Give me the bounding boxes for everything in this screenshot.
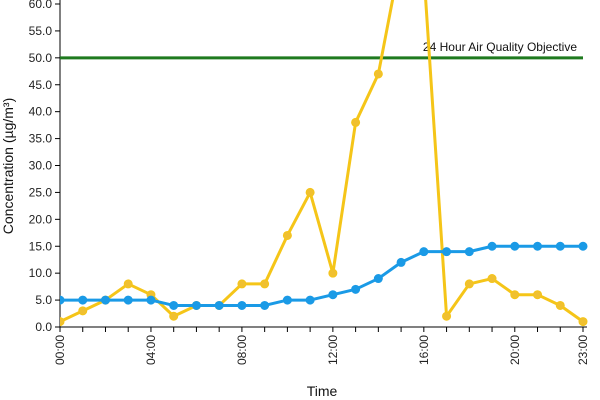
reference-line-label: 24 Hour Air Quality Objective — [423, 40, 577, 54]
data-point — [305, 295, 315, 305]
data-point — [305, 187, 315, 197]
data-point — [578, 317, 588, 327]
reference-lines: 24 Hour Air Quality Objective — [60, 40, 583, 60]
x-tick-label: 08:00 — [235, 335, 249, 365]
data-point — [60, 295, 65, 305]
y-tick-label: 10.0 — [29, 266, 53, 280]
data-point — [351, 117, 361, 127]
data-point — [533, 241, 543, 251]
data-point — [123, 295, 133, 305]
data-point — [442, 247, 452, 257]
y-tick-label: 20.0 — [29, 212, 53, 226]
data-point — [60, 317, 65, 327]
data-point — [214, 300, 224, 310]
data-point — [487, 241, 497, 251]
data-point — [555, 241, 565, 251]
data-point — [78, 295, 88, 305]
y-axis: 0.0 5.0 10.0 15.0 20.0 25.0 30.0 35.0 40.0 45.0 50… — [29, 0, 61, 334]
data-point — [282, 230, 292, 240]
y-tick-label: 25.0 — [29, 185, 53, 199]
x-tick-label: 16:00 — [417, 335, 431, 365]
y-axis-title: Concentration (µg/m³) — [0, 98, 16, 234]
data-point — [237, 279, 247, 289]
data-point — [419, 247, 429, 257]
data-point — [282, 295, 292, 305]
data-point — [260, 300, 270, 310]
data-point — [555, 300, 565, 310]
data-point — [442, 311, 452, 321]
data-point — [487, 274, 497, 284]
data-point — [169, 311, 179, 321]
y-tick-label: 40.0 — [29, 105, 53, 119]
data-point — [373, 274, 383, 284]
data-point — [373, 69, 383, 79]
data-point — [533, 290, 543, 300]
data-point — [464, 247, 474, 257]
data-point — [328, 290, 338, 300]
series-2 — [60, 241, 588, 310]
y-tick-label: 0.0 — [35, 320, 52, 334]
x-tick-label: 04:00 — [144, 335, 158, 365]
series-line — [60, 244, 583, 307]
data-point — [510, 290, 520, 300]
data-point — [578, 241, 588, 251]
data-point — [123, 279, 133, 289]
data-point — [100, 295, 110, 305]
y-tick-label: 30.0 — [29, 159, 53, 173]
y-tick-label: 35.0 — [29, 132, 53, 146]
y-tick-label: 5.0 — [35, 293, 52, 307]
data-point — [169, 300, 179, 310]
x-tick-label: 23:00 — [576, 335, 590, 365]
x-tick-label: 12:00 — [326, 335, 340, 365]
data-point — [260, 279, 270, 289]
y-tick-label: 60.0 — [29, 0, 53, 11]
series-layer — [60, 0, 588, 327]
x-tick-label: 00:00 — [53, 335, 67, 365]
data-point — [510, 241, 520, 251]
x-axis: 00:00 04:00 08:00 12:00 16:00 20:00 23:00 — [53, 326, 590, 365]
y-tick-label: 45.0 — [29, 78, 53, 92]
data-point — [328, 268, 338, 278]
data-point — [146, 295, 156, 305]
x-tick-label: 20:00 — [508, 335, 522, 365]
x-axis-title: Time — [307, 383, 338, 399]
y-tick-label: 55.0 — [29, 24, 53, 38]
y-tick-label: 50.0 — [29, 51, 53, 65]
data-point — [191, 300, 201, 310]
data-point — [396, 257, 406, 267]
data-point — [78, 306, 88, 316]
data-point — [464, 279, 474, 289]
data-point — [351, 284, 361, 294]
y-tick-label: 15.0 — [29, 239, 53, 253]
data-point — [237, 300, 247, 310]
